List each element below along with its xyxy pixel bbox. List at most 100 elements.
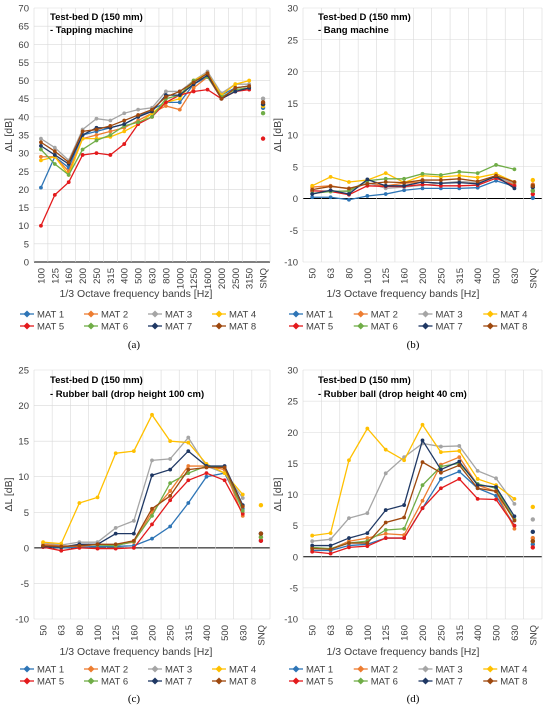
plot-area: -10 -5 0 5 10 15 20 25 30 50 63 80 100 125 160 200 250 31… — [272, 4, 543, 289]
panel-label: (d) — [407, 693, 420, 705]
legend-label: MAT 3 — [165, 310, 192, 321]
x-tick-label: 200 — [78, 268, 89, 284]
data-point — [247, 78, 252, 83]
panel-title-line1: Test-bed D (150 mm) — [318, 375, 411, 386]
y-tick-label: 5 — [293, 521, 298, 532]
legend-swatch-marker — [23, 677, 31, 685]
legend-label: MAT 1 — [306, 310, 333, 321]
data-point — [163, 104, 168, 108]
legend: MAT 1 MAT 2 MAT 3 MAT 4 MAT 5 MAT 6 MAT 7 MAT 8 — [20, 665, 256, 688]
x-tick-label: 100 — [363, 268, 374, 284]
data-point — [457, 449, 462, 453]
legend-label: MAT 6 — [101, 677, 128, 688]
data-point — [240, 496, 245, 500]
x-tick-label: 125 — [50, 268, 61, 284]
panel-title-line1: Test-bed D (150 mm) — [50, 375, 143, 386]
legend-swatch-marker — [292, 310, 300, 318]
data-point — [186, 478, 191, 483]
legend-item: MAT 4 — [483, 310, 527, 321]
y-tick-label: 15 — [287, 459, 298, 470]
data-point — [77, 543, 82, 548]
data-point — [475, 175, 480, 180]
legend-item: MAT 2 — [353, 665, 398, 676]
data-point — [402, 176, 407, 181]
x-tick-label: 2500 — [231, 268, 242, 289]
legend-swatch-marker — [215, 310, 223, 318]
legend-swatch-marker — [421, 322, 430, 330]
data-point — [347, 541, 351, 545]
data-point — [420, 438, 425, 443]
data-point — [163, 89, 168, 94]
panel-c: -10 -5 0 5 10 15 20 25 50 63 80 100 125 160 200 250 315 4… — [3, 366, 271, 705]
series-line — [40, 72, 250, 164]
data-point — [39, 158, 43, 163]
data-point — [383, 171, 388, 176]
x-tick-label: 160 — [64, 268, 75, 284]
x-tick-label: 50 — [308, 625, 319, 636]
legend-swatch-marker — [357, 665, 365, 673]
data-point — [95, 546, 100, 551]
legend-item: MAT 7 — [418, 322, 463, 333]
data-point — [365, 541, 370, 545]
series-mat-8 — [39, 71, 266, 165]
x-tick-label: 200 — [148, 625, 159, 641]
series-line — [43, 466, 244, 548]
legend-swatch-marker — [215, 322, 223, 330]
y-tick-label: 30 — [18, 149, 29, 160]
y-tick-label: 0 — [24, 258, 29, 269]
data-point — [113, 526, 118, 530]
legend-item: MAT 3 — [148, 665, 192, 676]
plot-area: -10 -5 0 5 10 15 20 25 30 50 63 80 100 125 160 200 250 31… — [272, 366, 543, 646]
snq-point — [530, 542, 536, 547]
data-point — [475, 179, 480, 184]
data-point — [222, 465, 227, 470]
data-point — [383, 180, 388, 184]
legend-label: MAT 7 — [165, 322, 192, 333]
data-point — [402, 503, 407, 507]
y-tick-label: 30 — [287, 4, 298, 15]
data-point — [108, 129, 113, 134]
legend-item: MAT 4 — [212, 310, 256, 321]
data-point — [402, 526, 407, 531]
data-point — [150, 522, 154, 527]
y-tick-label: 0 — [24, 543, 29, 554]
y-tick-label: -10 — [15, 615, 29, 626]
legend-label: MAT 6 — [101, 322, 128, 333]
data-point — [512, 514, 517, 519]
series-line — [40, 70, 250, 162]
legend-item: MAT 1 — [20, 665, 64, 676]
data-point — [52, 192, 57, 197]
y-axis-label: ΔL [dB] — [3, 477, 15, 511]
legend-item: MAT 8 — [483, 677, 527, 688]
data-point — [59, 541, 64, 546]
data-point — [328, 537, 333, 542]
x-axis-label: 1/3 Octave frequency bands [Hz] — [60, 288, 213, 300]
series-line — [312, 442, 515, 542]
x-tick-label: 3150 — [245, 268, 256, 289]
y-tick-label: -5 — [290, 226, 298, 237]
data-point — [438, 486, 443, 491]
legend: MAT 1 MAT 2 MAT 3 MAT 4 MAT 5 MAT 6 MAT 7 MAT 8 — [289, 665, 527, 688]
x-tick-label: 250 — [436, 625, 447, 641]
data-point — [80, 147, 85, 152]
data-point — [94, 127, 99, 132]
x-tick-label: 800 — [161, 268, 172, 284]
y-tick-label: 10 — [18, 472, 29, 483]
data-point — [150, 506, 154, 511]
legend-swatch-marker — [87, 310, 95, 318]
data-point — [39, 143, 43, 148]
data-point — [177, 89, 182, 94]
data-point — [347, 180, 351, 184]
legend-item: MAT 7 — [418, 677, 463, 688]
data-point — [122, 129, 127, 134]
legend-item: MAT 1 — [289, 310, 333, 321]
x-axis-label: 1/3 Octave frequency bands [Hz] — [327, 288, 480, 300]
legend: MAT 1 MAT 2 MAT 3 MAT 4 MAT 5 MAT 6 MAT 7 MAT 8 — [289, 310, 527, 333]
data-point — [457, 455, 462, 460]
snq-point — [530, 545, 536, 550]
series-mat-5 — [310, 477, 536, 556]
series-line — [312, 478, 515, 555]
data-point — [41, 540, 45, 545]
